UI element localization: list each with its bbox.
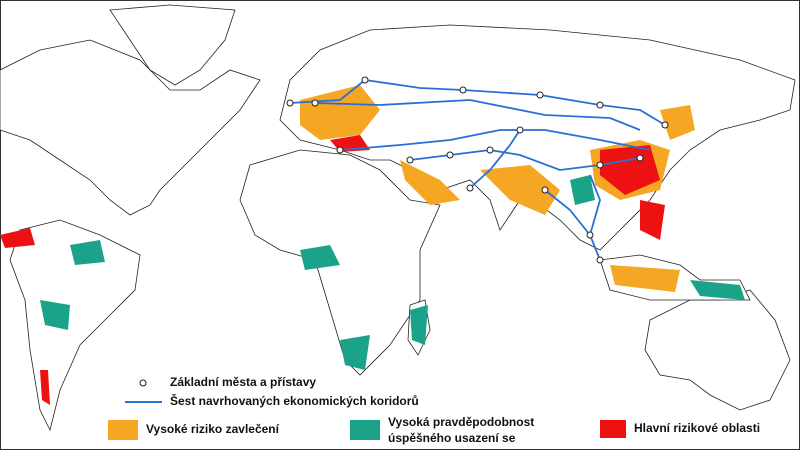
city	[446, 151, 454, 159]
establishment-area	[40, 300, 70, 330]
main-risk-area	[0, 228, 35, 248]
city	[586, 231, 594, 239]
legend-label: Šest navrhovaných ekonomických koridorů	[170, 393, 419, 408]
high-invasion-area	[660, 105, 695, 140]
city	[286, 99, 294, 107]
city	[466, 184, 474, 192]
main-risk-area	[600, 145, 660, 195]
corridor-line	[339, 129, 651, 151]
city	[486, 146, 494, 154]
establishment-area	[340, 335, 370, 370]
establishment-area	[300, 245, 340, 270]
corridor-line	[314, 99, 641, 131]
high-invasion-area	[610, 265, 680, 292]
city	[596, 256, 604, 264]
cities	[286, 76, 669, 264]
legend: Základní města a přístavy Šest navrhovan…	[108, 375, 760, 445]
corridor-line	[589, 174, 601, 261]
city	[311, 99, 319, 107]
legend-label: Hlavní rizikové oblasti	[634, 421, 760, 435]
africa	[239, 149, 441, 376]
legend-label: Základní města a přístavy	[170, 375, 316, 389]
corridor-line	[469, 129, 521, 189]
main-risk-area	[40, 370, 50, 405]
risk-areas	[0, 85, 745, 405]
city	[596, 161, 604, 169]
legend-swatch	[350, 420, 380, 440]
corridor-line	[544, 189, 591, 236]
legend-label: úspěšného usazení se	[388, 431, 516, 445]
legend-swatch	[600, 420, 626, 438]
city	[516, 126, 524, 134]
city	[459, 86, 467, 94]
city	[636, 154, 644, 162]
city	[361, 76, 369, 84]
legend-label: Vysoké riziko zavlečení	[146, 422, 280, 436]
city	[406, 156, 414, 164]
main-risk-area	[640, 200, 665, 240]
city	[536, 91, 544, 99]
city	[336, 146, 344, 154]
high-invasion-area	[480, 165, 560, 215]
establishment-area	[70, 240, 105, 265]
high-invasion-area	[300, 85, 380, 140]
establishment-area	[570, 175, 595, 205]
city	[661, 121, 669, 129]
legend-swatch	[108, 420, 138, 440]
greenland	[109, 4, 236, 86]
legend-city-symbol	[139, 379, 147, 387]
legend-label: Vysoká pravděpodobnost	[388, 415, 534, 429]
establishment-area	[410, 305, 428, 345]
high-invasion-area	[400, 160, 460, 205]
city	[596, 101, 604, 109]
establishment-area	[690, 280, 745, 300]
city	[541, 186, 549, 194]
